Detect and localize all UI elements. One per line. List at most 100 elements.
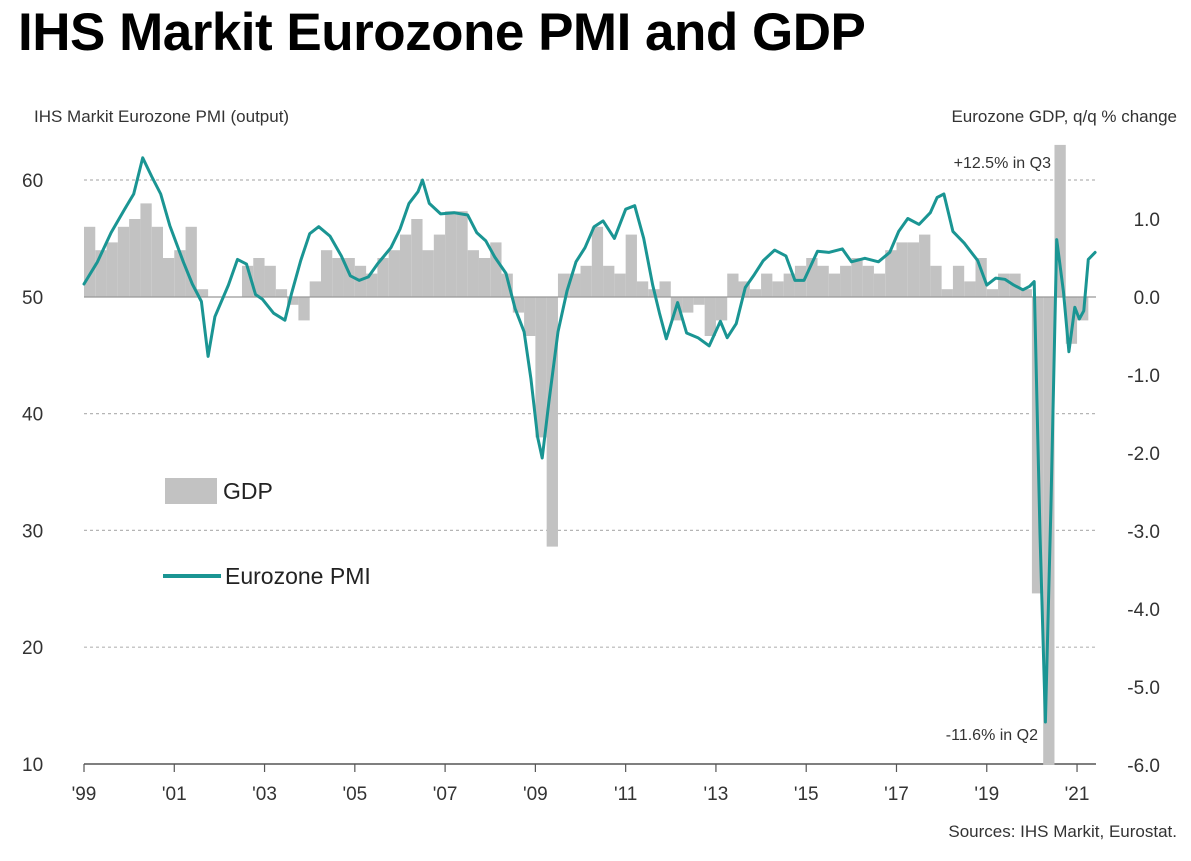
gdp-bar <box>986 289 999 297</box>
right-tick-label: -4.0 <box>1127 600 1160 621</box>
gdp-bar <box>919 234 931 297</box>
gdp-bar <box>366 273 378 297</box>
gdp-bar <box>952 265 965 297</box>
gdp-bar <box>174 250 186 297</box>
gdp-bar <box>749 289 762 297</box>
gdp-bar <box>941 289 953 297</box>
gdp-bar <box>682 297 694 313</box>
x-tick-label: '09 <box>523 784 548 805</box>
gdp-bar <box>501 273 513 297</box>
gdp-bar <box>580 265 592 297</box>
pmi-line-group <box>82 156 1097 724</box>
gdp-bar <box>975 258 987 297</box>
x-tick-label: '07 <box>433 784 458 805</box>
x-tick-label: '21 <box>1065 784 1090 805</box>
gdp-bar <box>614 273 626 297</box>
legend: GDP Eurozone PMI <box>163 478 371 589</box>
gdp-bar <box>478 258 491 297</box>
gdp-bar <box>377 258 389 297</box>
gdp-bar <box>727 273 739 297</box>
gdp-bar <box>535 297 547 438</box>
gdp-bar <box>603 265 615 297</box>
gdp-bar <box>320 250 333 297</box>
gdp-bar <box>761 273 773 297</box>
left-axis-label: IHS Markit Eurozone PMI (output) <box>34 107 290 126</box>
left-tick-label: 40 <box>22 405 43 426</box>
gdp-bar <box>1020 289 1032 297</box>
x-tick-label: '99 <box>72 784 97 805</box>
gdp-bar <box>512 297 525 313</box>
gdp-bar <box>546 297 558 547</box>
right-tick-label: -1.0 <box>1127 366 1160 387</box>
gdp-bar <box>433 234 446 297</box>
gdp-bar <box>783 273 795 297</box>
gdp-bar <box>140 203 152 297</box>
gdp-bar <box>298 297 310 321</box>
gdp-bar <box>1054 144 1066 297</box>
chart-title: IHS Markit Eurozone PMI and GDP <box>18 3 866 62</box>
gdp-bar <box>117 226 130 297</box>
gdp-bar <box>445 211 457 297</box>
gdp-bar <box>287 297 299 305</box>
left-tick-label: 50 <box>22 288 43 309</box>
gridlines <box>84 179 1096 765</box>
gdp-bar <box>264 265 276 297</box>
gdp-bar <box>1065 297 1078 344</box>
x-tick-label: '15 <box>794 784 819 805</box>
gdp-bar <box>185 226 197 297</box>
gdp-bar <box>873 273 886 297</box>
x-tick-label: '11 <box>614 784 637 805</box>
legend-gdp-label: GDP <box>223 478 273 504</box>
left-tick-label: 60 <box>22 171 43 192</box>
left-axis-ticks: 10 20 30 40 50 60 <box>22 171 43 776</box>
x-tick-label: '13 <box>704 784 729 805</box>
gdp-bar <box>930 265 942 297</box>
gdp-bar <box>840 265 852 297</box>
gdp-bar <box>964 281 976 297</box>
right-tick-label: 0.0 <box>1134 288 1160 309</box>
gdp-bar <box>241 265 254 297</box>
x-tick-label: '19 <box>974 784 999 805</box>
right-tick-label: -6.0 <box>1127 756 1160 777</box>
annotation-q2: -11.6% in Q2 <box>946 727 1038 744</box>
gdp-bar <box>524 297 536 336</box>
gdp-bar <box>490 242 502 297</box>
gdp-bar <box>659 281 671 297</box>
gdp-bar <box>896 242 908 297</box>
gdp-bar <box>704 297 716 336</box>
gdp-bar <box>557 273 570 297</box>
x-tick-label: '17 <box>884 784 909 805</box>
gdp-bar <box>693 297 705 305</box>
gdp-bar <box>907 242 920 297</box>
x-tick-label: '05 <box>342 784 367 805</box>
gdp-bar <box>309 281 321 297</box>
x-axis-ticks: '99 '01 '03 '05 '07 '09 '11 '13 '15 '17 '19 '21 <box>72 764 1090 805</box>
right-tick-label: -3.0 <box>1127 522 1160 543</box>
gdp-bar <box>106 242 118 297</box>
left-tick-label: 10 <box>22 755 43 776</box>
left-tick-label: 30 <box>22 521 43 542</box>
gdp-bar <box>851 258 863 297</box>
gdp-bar <box>196 289 209 297</box>
right-tick-label: -5.0 <box>1127 678 1160 699</box>
right-axis-label: Eurozone GDP, q/q % change <box>951 107 1177 126</box>
gdp-bar <box>95 250 107 297</box>
right-axis-ticks: -6.0 -5.0 -4.0 -3.0 -2.0 -1.0 0.0 1.0 <box>1127 210 1160 777</box>
right-tick-label: 1.0 <box>1134 210 1160 231</box>
pmi-line <box>82 156 1097 724</box>
gdp-bar <box>399 234 412 297</box>
gdp-bar <box>411 219 423 297</box>
gdp-bar <box>343 258 355 297</box>
gdp-bar <box>862 265 874 297</box>
x-tick-label: '03 <box>252 784 277 805</box>
gdp-bar <box>998 273 1010 297</box>
gdp-bar <box>275 289 288 297</box>
legend-gdp-swatch <box>165 478 217 504</box>
gdp-bar <box>456 211 468 297</box>
gdp-bar <box>84 226 96 297</box>
gdp-bar <box>806 258 818 297</box>
gdp-bar <box>885 250 897 297</box>
gdp-bar <box>715 297 728 321</box>
source-note: Sources: IHS Markit, Eurostat. <box>948 822 1177 841</box>
gdp-bar <box>817 265 829 297</box>
